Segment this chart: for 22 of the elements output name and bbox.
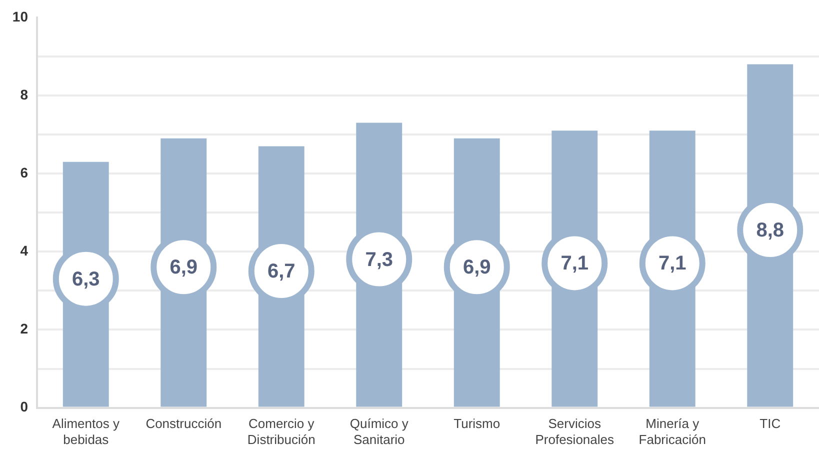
x-tick-label: Turismo: [454, 416, 500, 432]
data-label: 6,9: [462, 256, 491, 279]
y-tick-label: 0: [20, 398, 28, 415]
data-label: 7,1: [658, 252, 686, 275]
x-tick-label: Construcción: [146, 416, 222, 432]
x-tick-label: TIC: [760, 416, 781, 432]
data-label: 6,7: [267, 260, 296, 283]
data-label: 7,3: [365, 248, 394, 271]
x-tick-label: Alimentos y bebidas: [52, 416, 120, 447]
x-tick-label: Minería y Fabricación: [638, 416, 706, 447]
data-label: 6,3: [72, 268, 100, 290]
data-label: 6,9: [170, 256, 198, 279]
y-tick-label: 4: [20, 242, 28, 258]
data-label: 8,8: [756, 220, 784, 242]
data-label: 7,1: [560, 252, 589, 275]
y-tick-label: 10: [12, 8, 28, 24]
x-tick-label: Químico y Sanitario: [350, 416, 409, 447]
y-tick-label: 2: [20, 320, 28, 337]
y-tick-label: 6: [20, 164, 28, 180]
y-tick-label: 8: [20, 86, 28, 102]
x-tick-label: Servicios Profesionales: [535, 416, 614, 447]
x-tick-label: Comercio y Distribución: [247, 416, 316, 447]
